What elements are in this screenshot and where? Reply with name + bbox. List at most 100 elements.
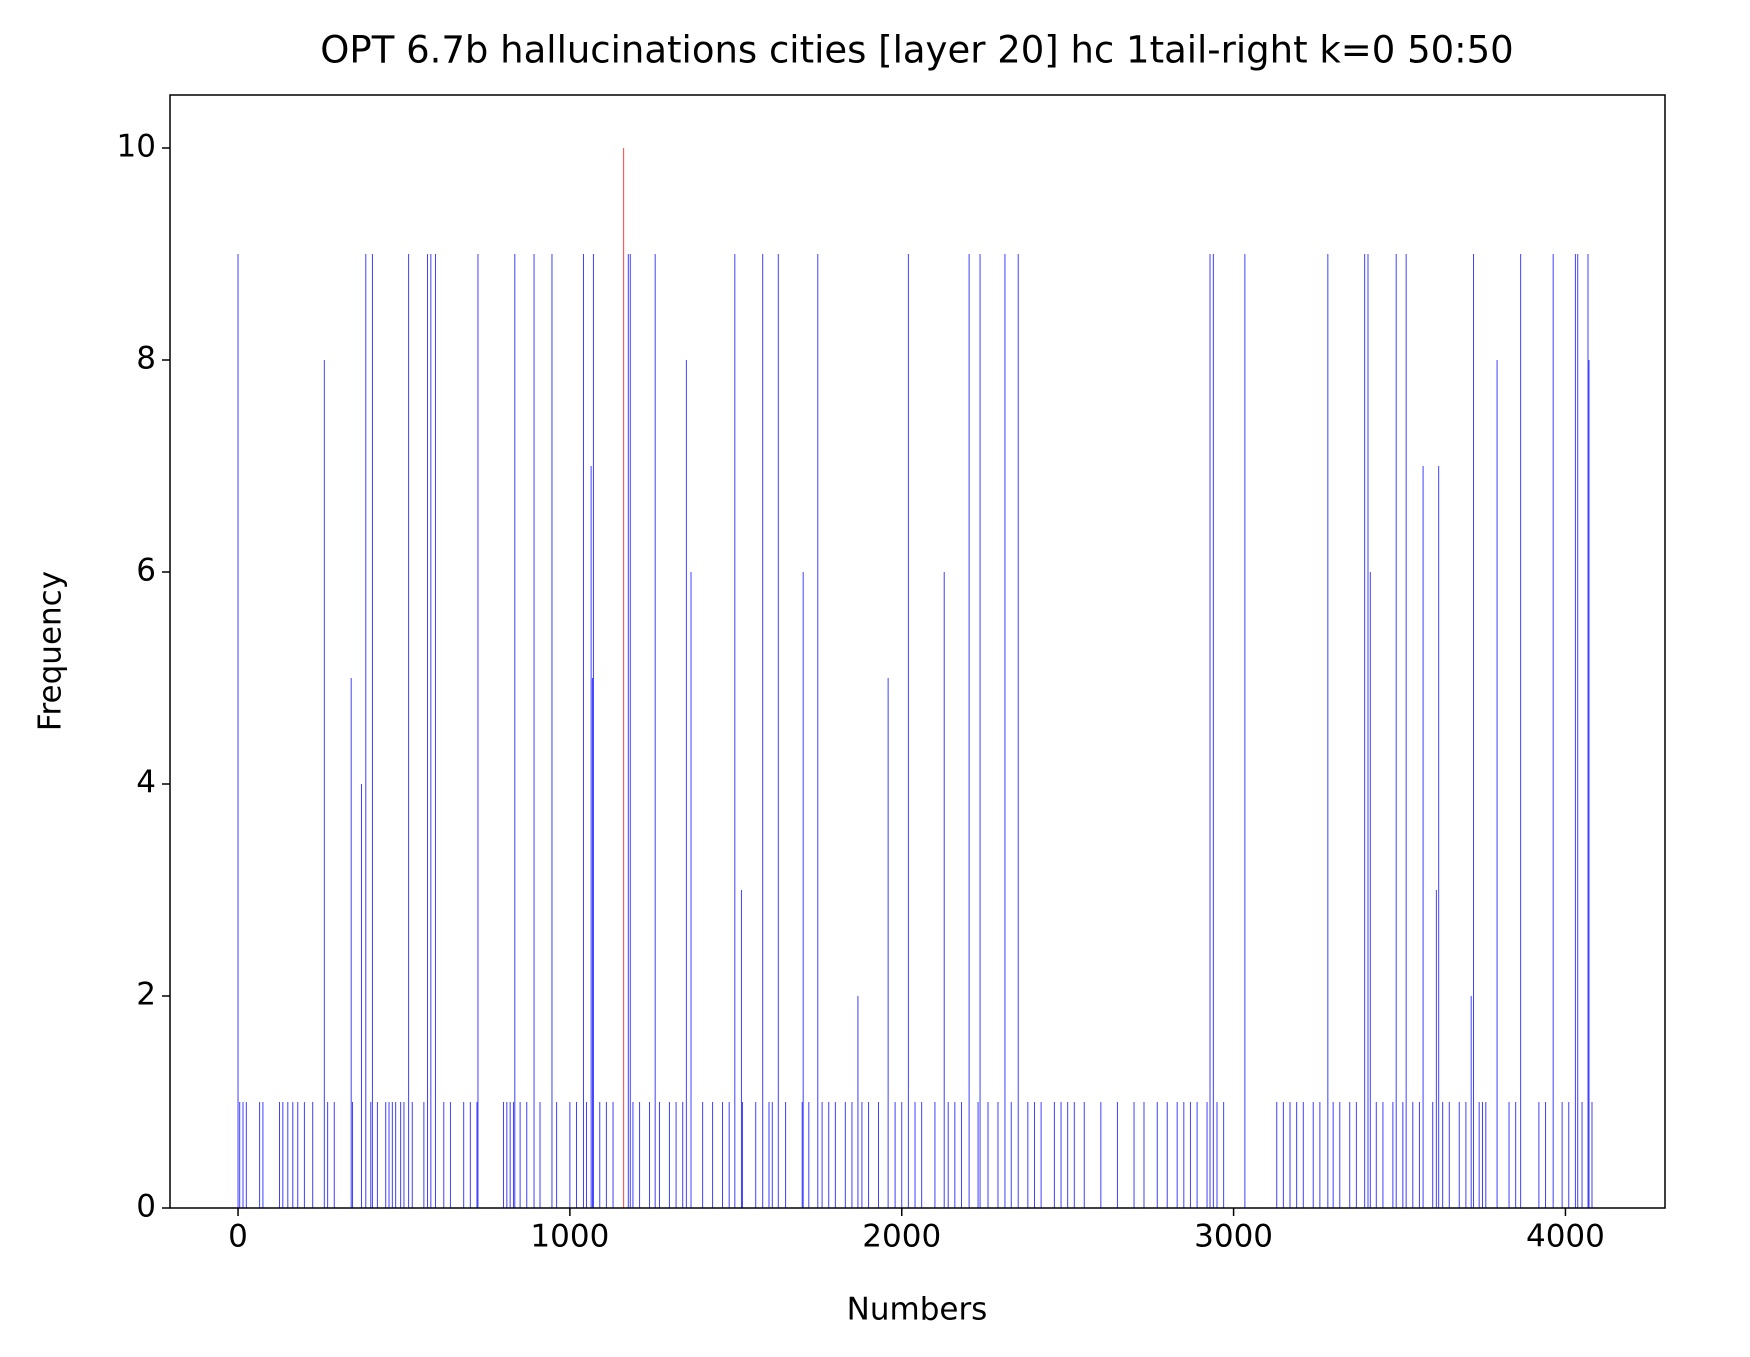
bar (690, 572, 692, 1208)
bar (1577, 254, 1579, 1208)
bar (623, 148, 625, 1208)
bar (1189, 1102, 1191, 1208)
bar (808, 1102, 810, 1208)
bar (400, 1102, 402, 1208)
bar (1156, 1102, 1158, 1208)
bar (627, 254, 629, 1208)
bar (1520, 254, 1522, 1208)
bar (722, 1102, 724, 1208)
bar (388, 1102, 390, 1208)
bar (1402, 1102, 1404, 1208)
bar (741, 1102, 743, 1208)
bar (712, 1102, 714, 1208)
bar (365, 254, 367, 1208)
bar (629, 254, 631, 1208)
bar (868, 1102, 870, 1208)
bar (828, 1102, 830, 1208)
bar (1060, 1102, 1062, 1208)
bar (914, 1102, 916, 1208)
bar (1302, 1102, 1304, 1208)
bar (360, 784, 362, 1208)
bar (1422, 466, 1424, 1208)
bar (1395, 254, 1397, 1208)
bar (960, 1102, 962, 1208)
bar (887, 678, 889, 1208)
bar (1442, 1102, 1444, 1208)
bar (391, 1102, 393, 1208)
bar (370, 1102, 372, 1208)
bar (1465, 1102, 1467, 1208)
bar (1067, 1102, 1069, 1208)
bar (1209, 254, 1211, 1208)
y-tick-label: 6 (136, 553, 156, 589)
bar (851, 1102, 853, 1208)
bar (434, 254, 436, 1208)
bar (443, 1102, 445, 1208)
bar (857, 996, 859, 1208)
bar (1339, 1102, 1341, 1208)
bar (1392, 1102, 1394, 1208)
bar (526, 1102, 528, 1208)
y-tick-label: 2 (136, 977, 156, 1013)
bar (1581, 1102, 1583, 1208)
bar (1083, 1102, 1085, 1208)
bar (1276, 1102, 1278, 1208)
bar (1473, 254, 1475, 1208)
bar (1481, 1102, 1483, 1208)
bar (509, 1102, 511, 1208)
bar (1438, 466, 1440, 1208)
bar (403, 1102, 405, 1208)
bar (901, 1102, 903, 1208)
bar (514, 254, 516, 1208)
bar (533, 254, 535, 1208)
bar (1282, 1102, 1284, 1208)
bar (1552, 254, 1554, 1208)
bar (1588, 360, 1590, 1208)
bar (968, 254, 970, 1208)
bar (463, 1102, 465, 1208)
bar (844, 1102, 846, 1208)
bar (1496, 360, 1498, 1208)
bar (1545, 1102, 1547, 1208)
bar (1364, 254, 1366, 1208)
bar (1223, 1102, 1225, 1208)
bar (1033, 1102, 1035, 1208)
bar (821, 1102, 823, 1208)
bar (943, 572, 945, 1208)
bar (1405, 254, 1407, 1208)
bar (1100, 1102, 1102, 1208)
bar (1206, 1102, 1208, 1208)
bar (649, 1102, 651, 1208)
bar (352, 1102, 354, 1208)
bar (519, 1102, 521, 1208)
bar (977, 1102, 979, 1208)
bar (658, 1102, 660, 1208)
bar (1296, 1102, 1298, 1208)
bar (449, 1102, 451, 1208)
y-tick-label: 0 (136, 1189, 156, 1225)
bar (1196, 1102, 1198, 1208)
bar (1375, 1102, 1377, 1208)
bar (861, 1102, 863, 1208)
bar (477, 254, 479, 1208)
bar (1053, 1102, 1055, 1208)
bar (907, 254, 909, 1208)
bar (312, 1102, 314, 1208)
bar (1010, 1102, 1012, 1208)
x-tick-label: 2000 (862, 1219, 941, 1255)
bar (245, 1102, 247, 1208)
bar (1166, 1102, 1168, 1208)
bar (303, 1102, 305, 1208)
bar (997, 1102, 999, 1208)
bar (1478, 1102, 1480, 1208)
bar (1355, 1102, 1357, 1208)
bar (327, 1102, 329, 1208)
bar (1116, 1102, 1118, 1208)
bar (476, 1102, 478, 1208)
bar (411, 1102, 413, 1208)
y-tick-label: 8 (136, 341, 156, 377)
bar (408, 254, 410, 1208)
bar (239, 1102, 241, 1208)
bar (1327, 254, 1329, 1208)
